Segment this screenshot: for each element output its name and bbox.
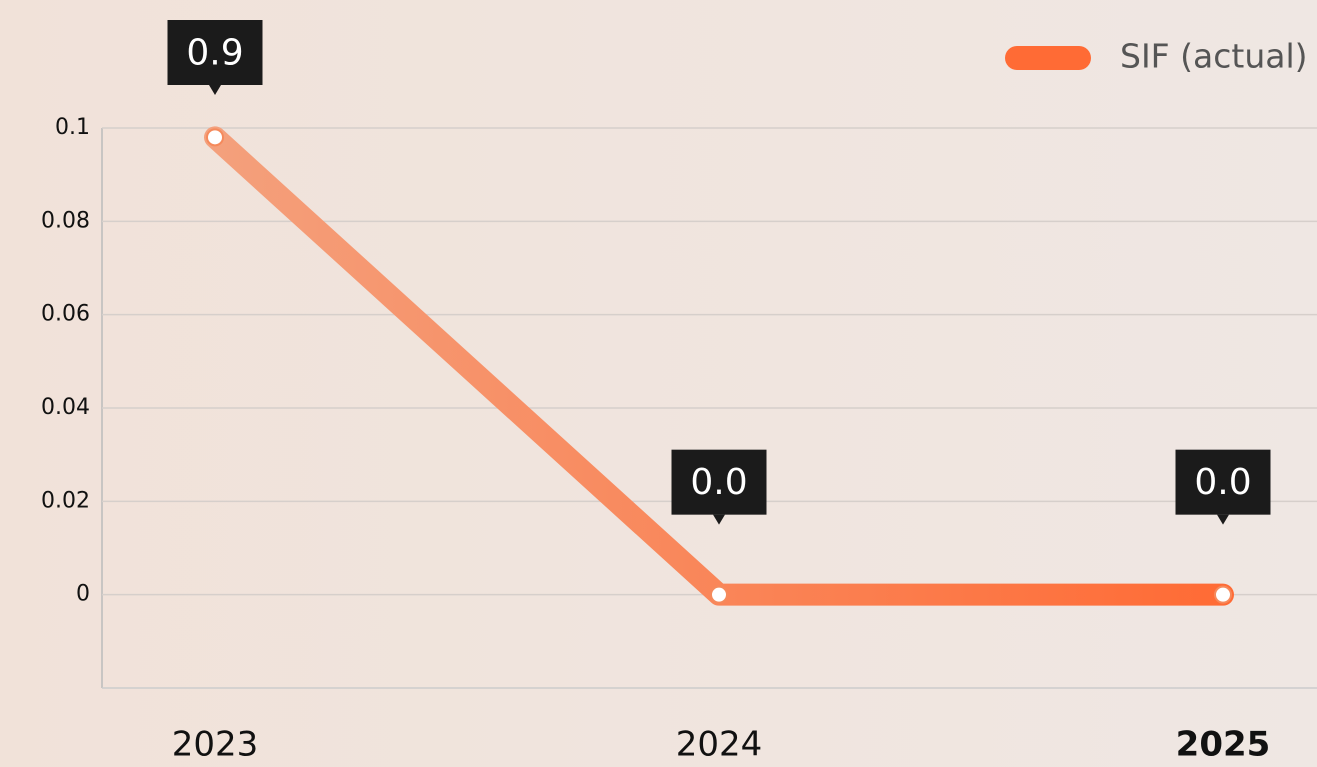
annotation-box: [1175, 449, 1271, 515]
annotation: 0.0: [690, 462, 747, 503]
legend-label: SIF (actual): [1120, 37, 1308, 76]
y-tick-label: 0.04: [41, 395, 90, 420]
x-tick-label: 2025: [1176, 725, 1271, 765]
annotation-pointer: [713, 514, 725, 525]
x-tick-label: 2024: [676, 725, 763, 765]
point: [206, 128, 224, 147]
annotation: 0.9: [186, 33, 243, 74]
point: [710, 585, 728, 604]
y-tick-label: 0.06: [41, 302, 90, 327]
legend-swatch: [1005, 46, 1091, 70]
line: [204, 126, 1234, 606]
y-tick-label: 0.02: [41, 488, 90, 513]
annotation-box: [167, 20, 263, 85]
annotation: 0.0: [1194, 462, 1251, 503]
x-tick-label: 2023: [172, 725, 259, 765]
y-tick-label: 0.1: [55, 115, 90, 140]
y-tick-label: 0: [76, 582, 90, 607]
annotation-box: [671, 449, 767, 515]
annotation-pointer: [1217, 514, 1229, 525]
y-tick-label: 0.08: [41, 208, 90, 233]
annotation-pointer: [209, 85, 221, 95]
point: [1214, 585, 1232, 604]
